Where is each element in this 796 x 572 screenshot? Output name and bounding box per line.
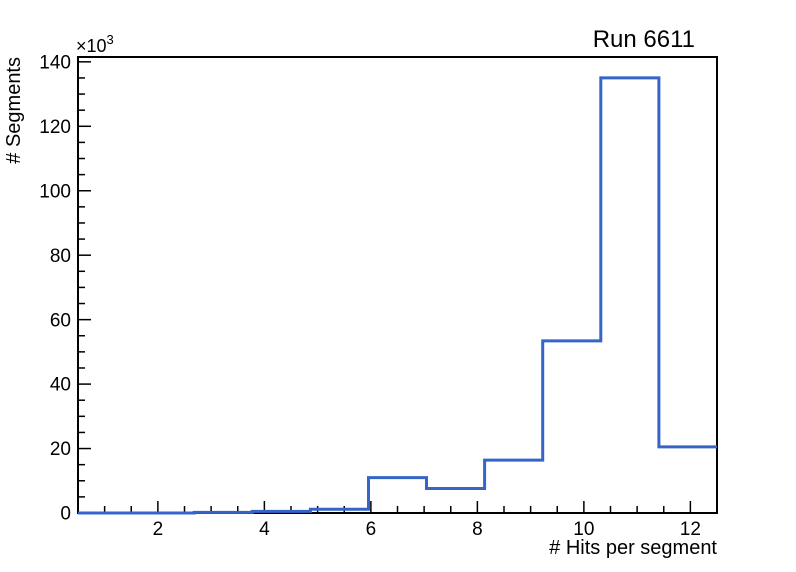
y-axis-multiplier: ×103 <box>76 32 114 56</box>
y-tick-label: 0 <box>60 504 71 525</box>
y-axis-multiplier-exponent: 3 <box>107 32 114 47</box>
y-axis-title: # Segments <box>3 57 25 164</box>
chart-title: Run 6611 <box>593 26 695 53</box>
x-tick-label: 2 <box>153 519 164 540</box>
y-tick-label: 80 <box>50 246 71 267</box>
x-tick-label: 8 <box>472 519 483 540</box>
y-tick-label: 40 <box>50 375 71 396</box>
y-tick-label: 100 <box>39 181 71 202</box>
x-tick-label: 10 <box>573 519 594 540</box>
y-tick-label: 140 <box>39 52 71 73</box>
histogram-line <box>78 76 717 515</box>
x-tick-label: 12 <box>680 519 701 540</box>
y-tick-label: 60 <box>50 310 71 331</box>
y-axis-multiplier-base: ×10 <box>76 36 107 56</box>
x-axis-title: # Hits per segment <box>549 537 717 559</box>
axis-ticks <box>78 61 692 514</box>
y-tick-label: 20 <box>50 439 71 460</box>
y-tick-label: 120 <box>39 117 71 138</box>
plot-frame <box>77 56 718 514</box>
x-tick-label: 4 <box>259 519 270 540</box>
x-tick-label: 6 <box>366 519 377 540</box>
